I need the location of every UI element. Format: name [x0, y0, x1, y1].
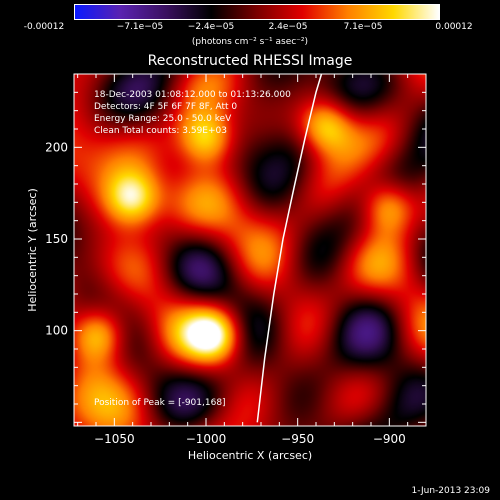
info-energy-range: Energy Range: 25.0 - 50.0 keV — [94, 114, 232, 124]
y-tick-label: 150 — [45, 232, 68, 246]
colorbar-tick: 7.1e−05 — [343, 22, 383, 32]
chart-title: Reconstructed RHESSI Image — [147, 53, 353, 69]
colorbar — [74, 4, 440, 20]
solar-limb-line — [256, 73, 323, 423]
plot-frame — [73, 73, 427, 427]
x-tick-label: −900 — [373, 432, 406, 446]
colorbar-tick: 2.4e−05 — [268, 22, 308, 32]
x-tick-label: −950 — [281, 432, 314, 446]
y-axis-label: Heliocentric Y (arcsec) — [26, 188, 39, 312]
x-tick-label: −1000 — [186, 432, 227, 446]
info-time-range: 18-Dec-2003 01:08:12.000 to 01:13:26.000 — [94, 90, 291, 100]
colorbar-tick: −7.1e−05 — [116, 22, 164, 32]
colorbar-tick: -0.00012 — [23, 22, 65, 32]
colorbar-tick: 0.00012 — [435, 22, 473, 32]
y-tick-label: 200 — [45, 140, 68, 154]
colorbar-tick: −2.4e−05 — [187, 22, 235, 32]
footer-date: 1-Jun-2013 23:09 — [411, 486, 491, 496]
x-axis-label: Heliocentric X (arcsec) — [188, 449, 312, 462]
x-tick-label: −1050 — [94, 432, 135, 446]
heatmap-image — [74, 74, 426, 426]
peak-position-label: Position of Peak = [-901,168] — [94, 398, 226, 408]
info-detectors: Detectors: 4F 5F 6F 7F 8F, Att 0 — [94, 102, 238, 112]
y-tick-label: 100 — [45, 324, 68, 338]
info-total-counts: Clean Total counts: 3.59E+03 — [94, 126, 227, 136]
colorbar-units: (photons cm⁻² s⁻¹ asec⁻²) — [191, 37, 309, 47]
